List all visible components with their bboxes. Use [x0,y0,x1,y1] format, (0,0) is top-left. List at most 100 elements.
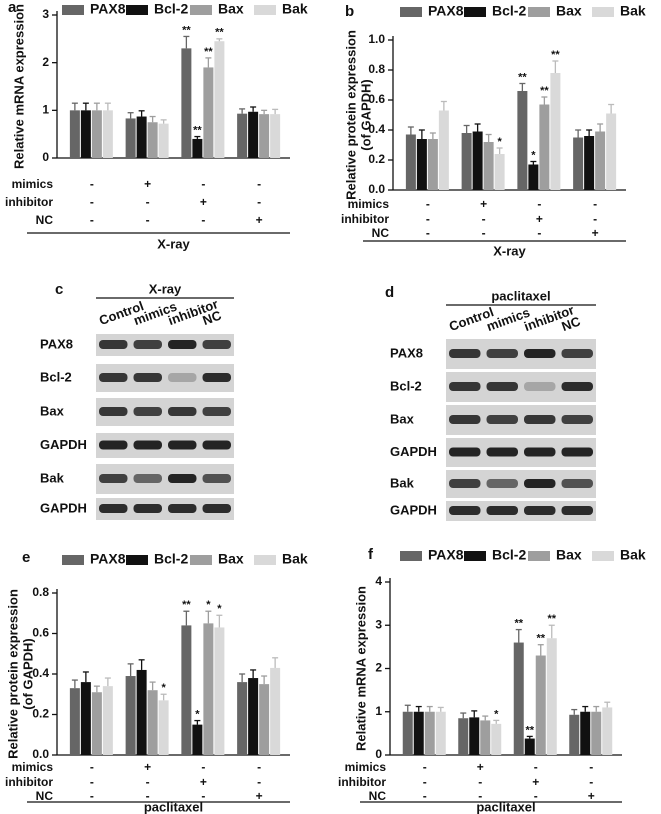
row-label: Bcl-2 [40,369,72,384]
bar [270,667,281,755]
bar [550,73,561,190]
lane-label: NC [201,307,224,328]
legend-swatch [400,7,422,17]
treatment-mark: - [589,760,593,774]
bar [147,690,158,755]
significance: * [195,708,200,720]
blot-band [168,373,197,382]
significance: ** [547,613,556,625]
treatment-mark: - [426,197,430,211]
blot-band [133,373,162,382]
bar [203,623,214,755]
blot-band [561,506,593,515]
treatment-label: paclitaxel [491,288,550,303]
legend-swatch [126,555,148,565]
treatment-mark: - [146,195,150,209]
blot-band [202,474,231,483]
y-tick-label: 0 [42,150,49,164]
y-tick-label: 3 [42,7,49,21]
bar [259,114,270,158]
bar [483,142,494,190]
panel-letter: a [8,0,17,16]
legend-swatch [62,5,84,15]
blot-band [202,407,231,416]
significance: * [531,149,536,161]
treatment-mark: - [257,177,261,191]
y-tick-label: 0.6 [368,92,385,106]
treatment-mark: + [144,177,151,191]
blot-band [168,407,197,416]
legend-label: PAX8 [428,547,464,563]
bar [125,676,136,755]
legend-swatch [464,551,486,561]
treatment-label: inhibitor [341,212,389,226]
legend-label: Bcl-2 [154,1,188,17]
blot-band [524,506,556,515]
y-axis-title: Relative mRNA expression [353,586,368,751]
row-label: PAX8 [390,345,423,360]
blot-band [168,504,197,513]
treatment-mark: - [257,195,261,209]
treatment-mark: - [90,789,94,803]
bar [80,110,91,158]
treatment-mark: - [593,197,597,211]
y-axis-title: (of GAPDH) [358,79,373,151]
legend-label: Bax [556,3,582,19]
legend-label: Bax [218,1,244,17]
bar [91,110,102,158]
treatment-mark: - [426,212,430,226]
bar [424,711,435,755]
blot-band [486,447,518,457]
legend-label: Bak [620,3,646,19]
panel-letter: e [22,549,30,566]
y-tick-label: 0.2 [368,152,385,166]
y-tick-label: 4 [375,574,382,588]
significance: ** [215,27,224,39]
y-axis-title: (of GAPDH) [20,638,35,710]
treatment-mark: - [426,226,430,240]
bar [136,116,147,158]
treatment-mark: + [536,212,543,226]
x-axis-title: paclitaxel [476,799,535,814]
bar [427,139,438,190]
treatment-mark: - [146,789,150,803]
row-label: Bak [40,470,65,485]
panel-letter: f [368,546,374,563]
treatment-mark: - [90,760,94,774]
bar [606,113,617,190]
bar [595,131,606,190]
blot-band [561,349,593,358]
blot-band [524,479,556,488]
panel-letter: b [345,3,354,20]
bar [192,138,203,158]
legend-label: Bcl-2 [492,547,526,563]
legend-label: PAX8 [90,1,126,17]
treatment-label: mimics [345,760,387,774]
significance: ** [536,633,545,645]
treatment-mark: + [256,789,263,803]
panel-letter: d [385,284,394,301]
y-tick-label: 1 [375,704,382,718]
x-axis-title: X-ray [157,236,190,251]
legend-label: Bcl-2 [492,3,526,19]
significance: * [217,603,222,615]
significance: * [494,708,499,720]
bar [539,104,550,190]
blot-band [449,382,481,391]
blot-band [133,440,162,450]
treatment-mark: - [257,775,261,789]
treatment-mark: - [589,775,593,789]
blot-band [561,415,593,424]
legend-swatch [400,551,422,561]
y-tick-label: 2 [42,55,49,69]
treatment-label: mimics [12,177,54,191]
blot-band [524,349,556,358]
bar [125,118,136,158]
blot-band [486,382,518,391]
blot-band [99,440,128,450]
y-tick-label: 1 [42,103,49,117]
blot-band [133,474,162,483]
bar [573,137,584,190]
lane-label: NC [560,313,583,334]
legend-label: PAX8 [428,3,464,19]
